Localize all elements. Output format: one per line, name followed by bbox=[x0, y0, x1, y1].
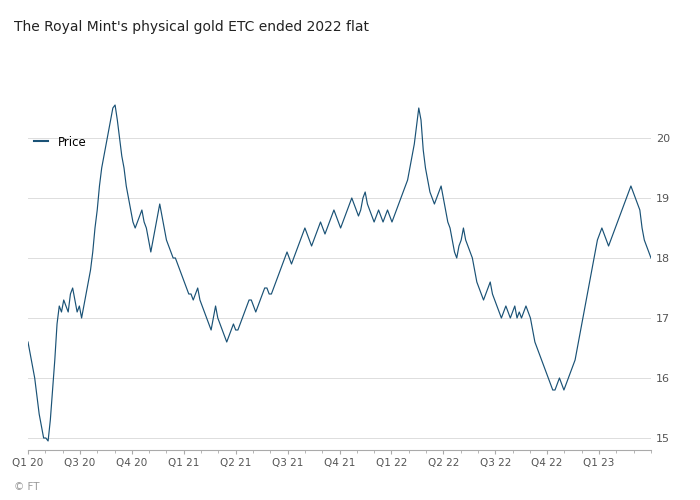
Legend: Price: Price bbox=[34, 136, 86, 148]
Text: © FT: © FT bbox=[14, 482, 39, 492]
Text: The Royal Mint's physical gold ETC ended 2022 flat: The Royal Mint's physical gold ETC ended… bbox=[14, 20, 369, 34]
